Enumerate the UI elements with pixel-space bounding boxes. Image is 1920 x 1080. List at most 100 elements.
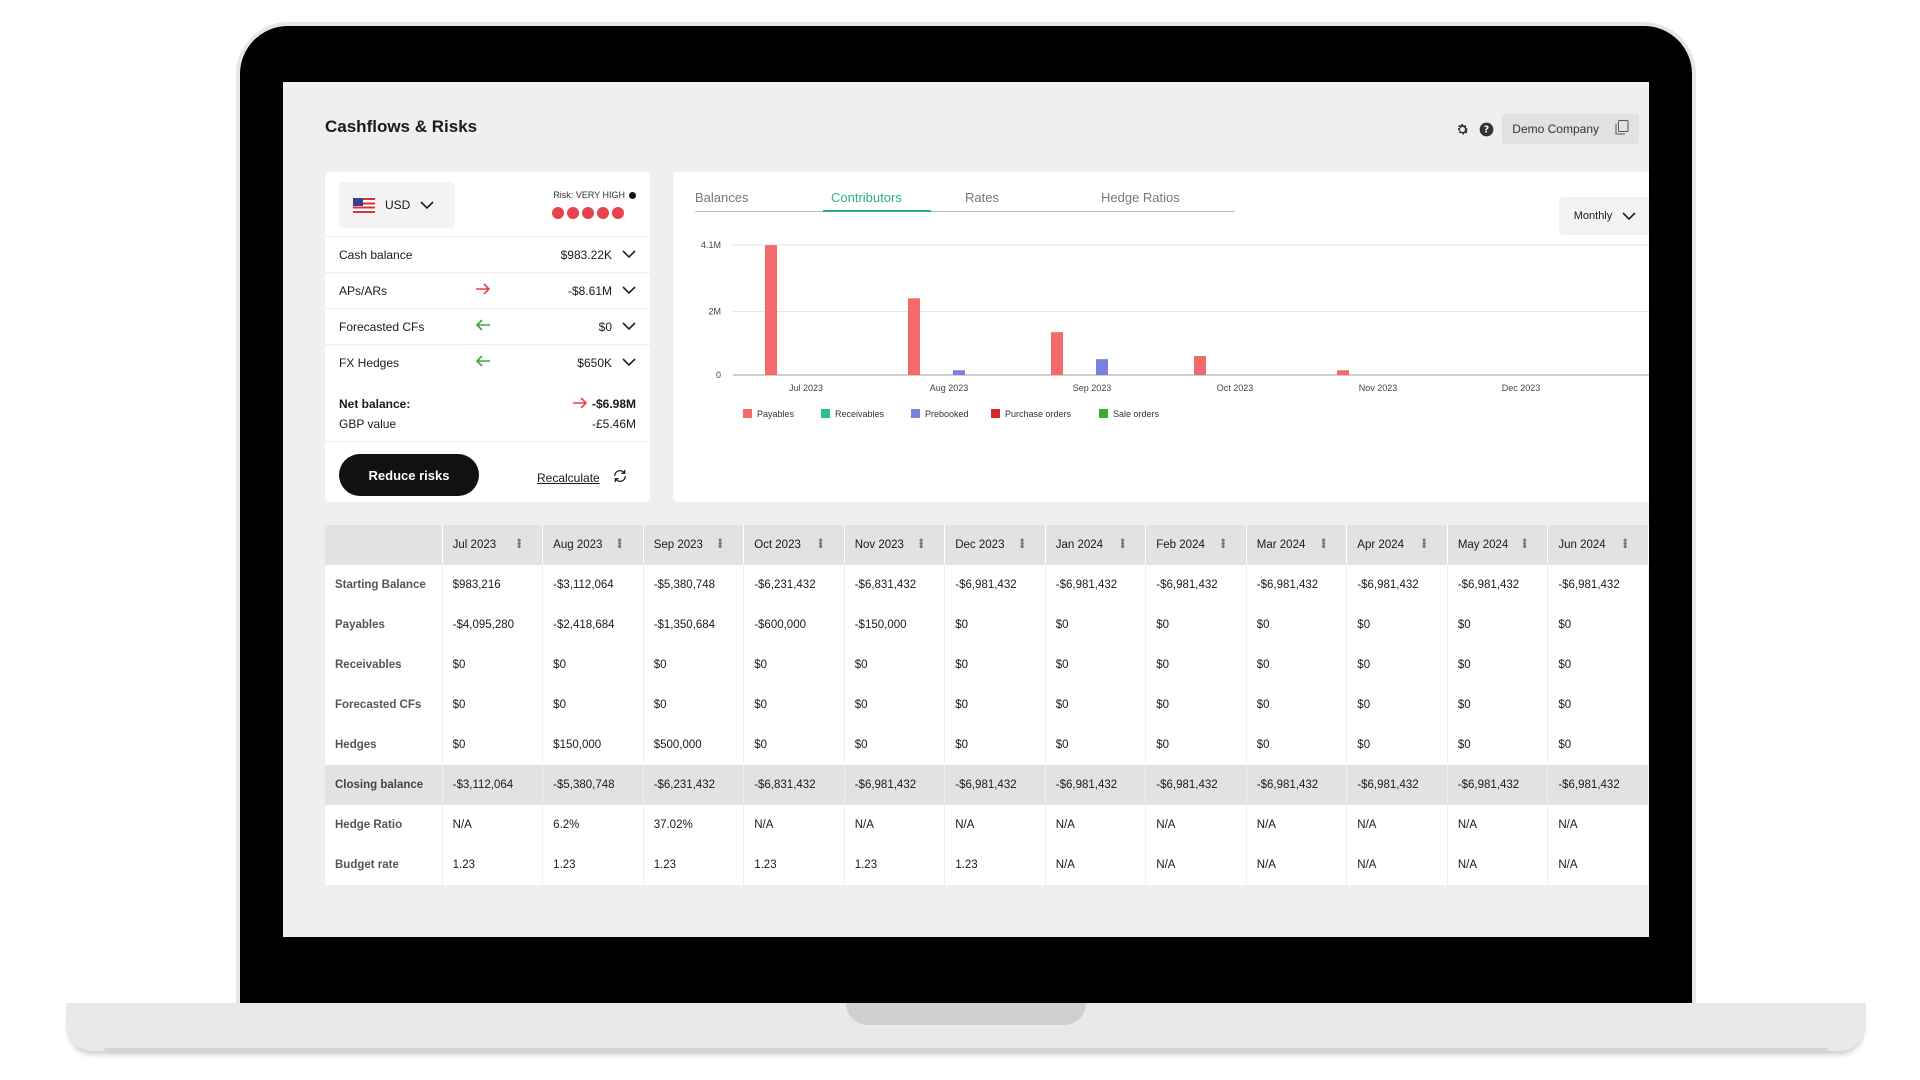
chevron-down-icon[interactable]	[622, 356, 636, 370]
bar-payables	[1051, 332, 1063, 375]
page-title: Cashflows & Risks	[325, 117, 478, 136]
risk-dot	[612, 207, 624, 219]
summary-row-forecasted-cfs[interactable]: Forecasted CFs $0	[325, 308, 650, 344]
column-header[interactable]: Mar 2024 •••	[1246, 525, 1348, 565]
active-tab-indicator	[823, 210, 931, 212]
arrow-right-icon	[475, 282, 491, 300]
row-label: FX Hedges	[339, 355, 400, 370]
table-cell: -$6,981,432	[844, 765, 946, 805]
contributors-bar-chart: 4.1M 2M 0 Jul 2023 Aug 2023 Sep 2023 Oct 2023 N…	[701, 240, 1649, 419]
table-cell: N/A	[442, 805, 544, 845]
gear-icon[interactable]	[1454, 121, 1470, 137]
table-row: Budget rate 1.23 1.23 1.23 1.23 1.23 1.23 N/A N/…	[325, 845, 1649, 885]
kebab-menu-icon[interactable]: •••	[1416, 538, 1431, 548]
summary-row-fx-hedges[interactable]: FX Hedges $650K	[325, 344, 650, 380]
table-cell: $0	[1346, 725, 1448, 765]
chevron-down-icon[interactable]	[622, 248, 636, 262]
table-cell: $0	[1447, 645, 1549, 685]
recalculate-label: Recalculate	[537, 470, 600, 485]
table-cell: N/A	[1145, 805, 1247, 845]
recalculate-link[interactable]: Recalculate	[537, 468, 628, 487]
app-screen: Cashflows & Risks ? Demo Company USD Ris…	[283, 82, 1649, 937]
column-header[interactable]: Feb 2024 •••	[1145, 525, 1247, 565]
table-cell: $0	[1547, 605, 1649, 645]
refresh-icon[interactable]	[612, 468, 628, 487]
row-header: Budget rate	[325, 845, 443, 885]
table-cell: -$6,831,432	[844, 565, 946, 605]
table-cell: 1.23	[944, 845, 1046, 885]
table-cell: -$600,000	[743, 605, 845, 645]
column-header[interactable]: Oct 2023 •••	[743, 525, 845, 565]
table-cell: $0	[1246, 725, 1348, 765]
legend-swatch	[1099, 409, 1108, 418]
table-row: Payables -$4,095,280 -$2,418,684 -$1,350,68…	[325, 605, 1649, 645]
column-header[interactable]: May 2024 •••	[1447, 525, 1549, 565]
table-cell: $0	[1145, 605, 1247, 645]
kebab-menu-icon[interactable]: •••	[1014, 538, 1029, 548]
table-cell: $0	[1246, 645, 1348, 685]
laptop-notch	[846, 1003, 1086, 1025]
y-tick-label: 2M	[708, 307, 721, 317]
tab-balances[interactable]: Balances	[695, 190, 749, 205]
column-header-label: Nov 2023	[854, 539, 904, 551]
tab-rates[interactable]: Rates	[965, 190, 999, 205]
table-cell: $0	[1045, 645, 1147, 685]
table-cell: $0	[844, 685, 946, 725]
info-dot-icon[interactable]	[629, 191, 636, 199]
reduce-risks-button[interactable]: Reduce risks	[339, 454, 479, 496]
column-header[interactable]: Aug 2023 •••	[542, 525, 644, 565]
table-cell: $0	[442, 645, 544, 685]
column-header[interactable]: Jun 2024 •••	[1547, 525, 1649, 565]
kebab-menu-icon[interactable]: •••	[1618, 538, 1632, 548]
table-cell: -$6,981,432	[1346, 565, 1448, 605]
tab-hedge-ratios[interactable]: Hedge Ratios	[1101, 190, 1180, 205]
laptop-base-foot	[104, 1048, 1828, 1054]
summary-row-cash-balance[interactable]: Cash balance $983.22K	[325, 236, 650, 272]
column-header[interactable]: Nov 2023 •••	[844, 525, 946, 565]
header-actions: ? Demo Company	[1454, 114, 1639, 144]
bar-payables	[1194, 355, 1206, 375]
help-icon[interactable]: ?	[1478, 121, 1494, 137]
table-cell: -$6,231,432	[643, 765, 745, 805]
column-header[interactable]: Jan 2024 •••	[1045, 525, 1147, 565]
table-cell: -$6,981,432	[1346, 765, 1448, 805]
summary-row-aps-ars[interactable]: APs/ARs -$8.61M	[325, 272, 650, 308]
table-cell: -$3,112,064	[442, 765, 544, 805]
currency-selector[interactable]: USD	[339, 182, 455, 228]
kebab-menu-icon[interactable]: •••	[813, 538, 828, 548]
table-cell: -$150,000	[844, 605, 946, 645]
column-header[interactable]: Sep 2023 •••	[643, 525, 745, 565]
column-header-label: Apr 2024	[1357, 539, 1404, 551]
period-selector[interactable]: Monthly	[1559, 197, 1649, 235]
kebab-menu-icon[interactable]: •••	[713, 538, 728, 548]
chevron-down-icon[interactable]	[622, 320, 636, 334]
column-header[interactable]: Jul 2023 •••	[442, 525, 544, 565]
row-header: Hedges	[325, 725, 443, 765]
kebab-menu-icon[interactable]: •••	[512, 538, 527, 548]
table-cell: $0	[442, 685, 544, 725]
row-value: $0	[598, 319, 612, 334]
copy-icon[interactable]	[1615, 120, 1629, 138]
kebab-menu-icon[interactable]: •••	[1115, 538, 1130, 548]
row-value: $650K	[577, 355, 612, 370]
kebab-menu-icon[interactable]: •••	[612, 538, 627, 548]
table-cell: $0	[1145, 685, 1247, 725]
column-header-label: Jul 2023	[452, 539, 497, 551]
kebab-menu-icon[interactable]: •••	[1316, 538, 1331, 548]
legend-swatch	[743, 409, 752, 418]
company-switcher[interactable]: Demo Company	[1502, 114, 1639, 144]
risk-dot	[567, 207, 579, 219]
chevron-down-icon[interactable]	[622, 284, 636, 298]
column-header-label: Feb 2024	[1156, 539, 1205, 551]
column-header[interactable]: Apr 2024 •••	[1346, 525, 1448, 565]
column-header[interactable]: Dec 2023 •••	[944, 525, 1046, 565]
kebab-menu-icon[interactable]: •••	[1517, 538, 1532, 548]
risk-dot	[552, 207, 564, 219]
kebab-menu-icon[interactable]: •••	[914, 538, 929, 548]
tab-contributors[interactable]: Contributors	[831, 190, 902, 205]
table-cell: N/A	[844, 805, 946, 845]
kebab-menu-icon[interactable]: •••	[1215, 538, 1230, 548]
table-cell: $983,216	[442, 565, 544, 605]
arrow-left-icon	[475, 318, 491, 336]
x-tick-label: Jul 2023	[789, 383, 823, 393]
